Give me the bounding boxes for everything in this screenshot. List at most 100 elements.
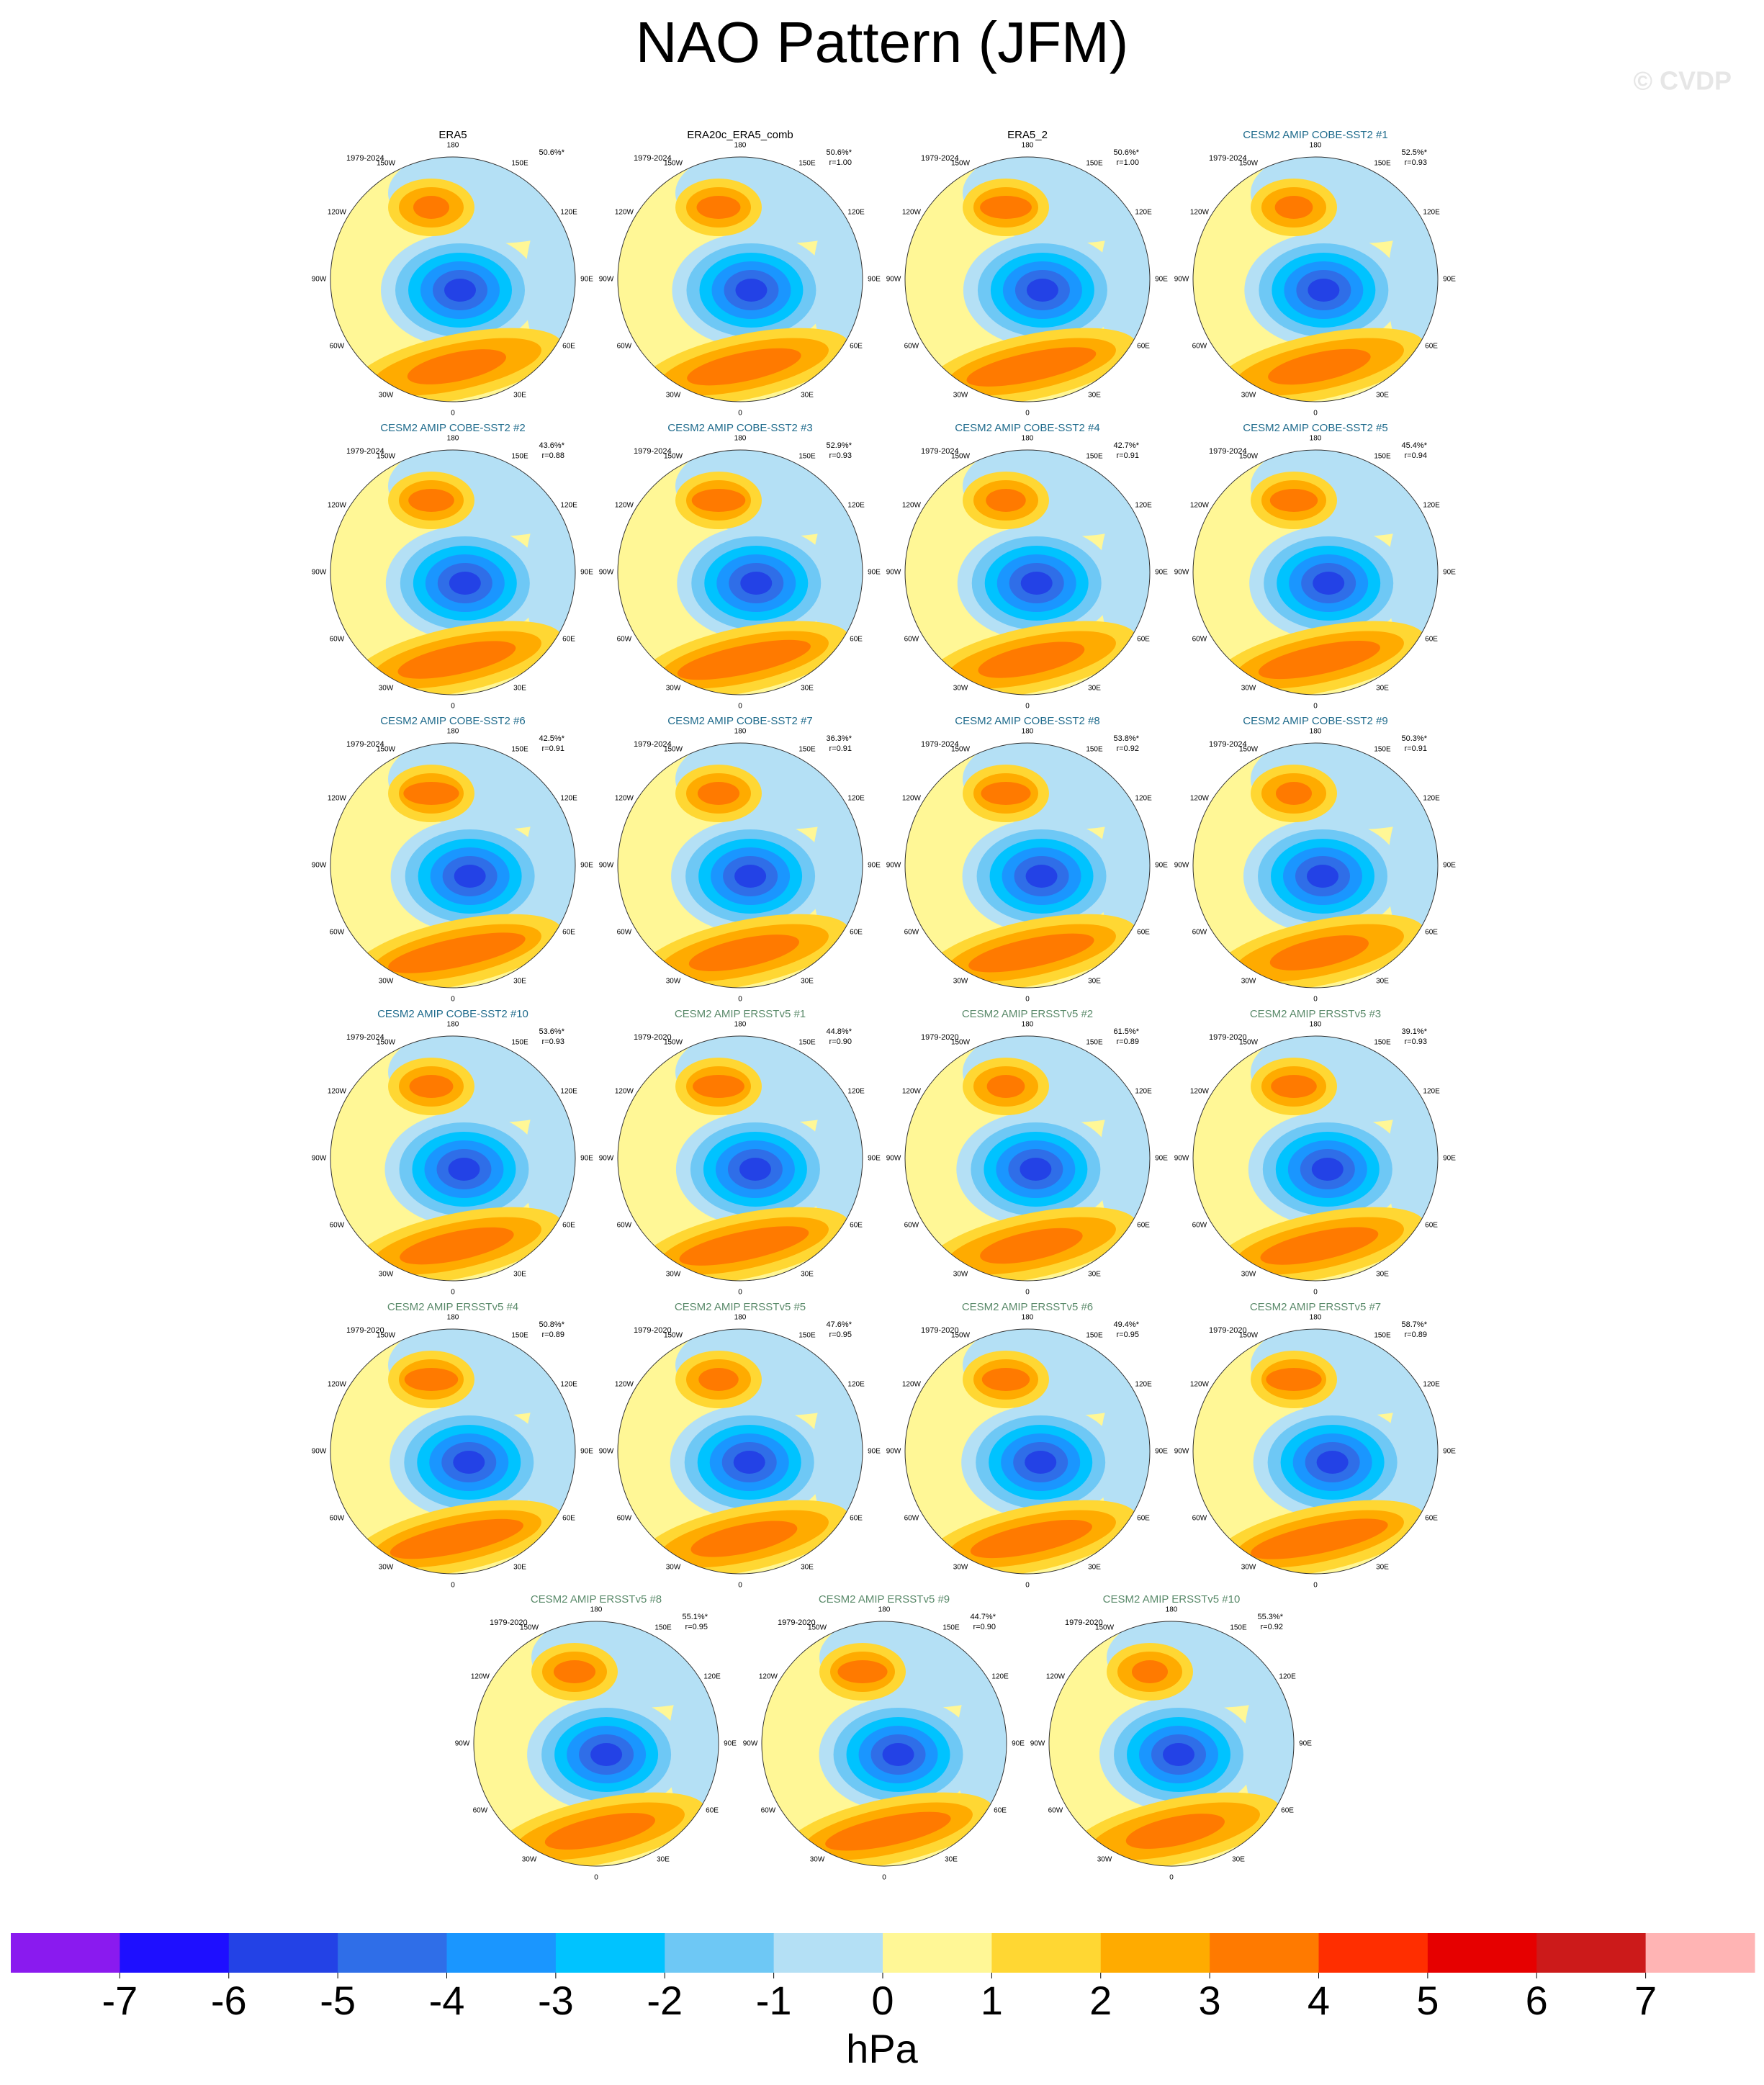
period-label: 1979-2024: [1209, 447, 1247, 456]
map-panel: ERA5 1979-2024 50.6%* 180 150E 120E 90E 60E 30E 0…: [312, 129, 594, 418]
colorbar-box: [446, 1933, 557, 1973]
panel-title: CESM2 AMIP ERSSTv5 #3: [1250, 1008, 1381, 1020]
high-contour: [688, 935, 799, 971]
light-blue-area: [525, 493, 575, 666]
map-panel: CESM2 AMIP COBE-SST2 #6 1979-2024 42.5%*r=…: [312, 715, 594, 1004]
colorbar-tick-label: 5: [1416, 1978, 1439, 2023]
map-panel: ERA20c_ERA5_comb 1979-2024 50.6%*r=1.00 180…: [599, 129, 881, 418]
longitude-label: 120W: [471, 1673, 490, 1681]
pacific-high: [1132, 1660, 1168, 1683]
longitude-label: 60E: [1137, 1515, 1150, 1523]
variance-label: 50.8%*: [539, 1320, 565, 1329]
low-contour: [734, 865, 767, 888]
period-label: 1979-2024: [1209, 154, 1247, 163]
longitude-label: 90E: [868, 569, 881, 577]
map-field: [1193, 157, 1438, 402]
period-label: 1979-2024: [634, 154, 672, 163]
pacific-high: [981, 782, 1031, 805]
longitude-label: 30W: [953, 392, 968, 400]
longitude-label: 60E: [1425, 636, 1438, 644]
map-panel: CESM2 AMIP ERSSTv5 #2 1979-2020 61.5%*r=0.…: [886, 1008, 1169, 1297]
pacific-high: [698, 1368, 739, 1391]
longitude-label: 60W: [904, 636, 919, 644]
longitude-label: 0: [1313, 703, 1318, 711]
pacific-high: [413, 196, 449, 219]
period-label: 1979-2024: [921, 740, 959, 749]
longitude-label: 120E: [847, 795, 865, 803]
longitude-label: 90E: [868, 862, 881, 870]
map-border: [617, 742, 863, 989]
panel-title: CESM2 AMIP COBE-SST2 #9: [1243, 715, 1387, 727]
period-label: 1979-2024: [1209, 740, 1247, 749]
colorbar-box: [1318, 1933, 1428, 1973]
light-blue-area: [1099, 1372, 1150, 1545]
longitude-label: 30W: [953, 685, 968, 693]
longitude-label: 30E: [1376, 1271, 1389, 1279]
correlation-label: r=0.90: [829, 1037, 852, 1046]
low-contour: [1316, 1451, 1349, 1474]
map-field: [330, 157, 575, 402]
longitude-label: 90W: [1174, 276, 1189, 284]
longitude-label: 150E: [798, 1332, 816, 1340]
longitude-label: 60E: [850, 343, 863, 351]
map-border: [330, 1035, 576, 1282]
map-panel: ERA5_2 1979-2024 50.6%*r=1.00 180 150E 120E 90…: [886, 129, 1169, 418]
correlation-label: r=0.95: [1117, 1330, 1140, 1339]
longitude-label: 120E: [1423, 1088, 1440, 1096]
light-blue-area: [1387, 1079, 1438, 1252]
longitude-label: 60W: [330, 1515, 345, 1523]
low-contour: [444, 279, 476, 302]
longitude-label: 30E: [945, 1856, 958, 1864]
longitude-label: 30E: [1088, 392, 1101, 400]
high-contour: [980, 1228, 1083, 1264]
period-label: 1979-2020: [778, 1618, 816, 1627]
map-panel: CESM2 AMIP ERSSTv5 #4 1979-2020 50.8%*r=0.…: [312, 1301, 594, 1590]
longitude-label: 30W: [666, 392, 681, 400]
map-border: [904, 449, 1151, 695]
longitude-label: 120E: [1423, 795, 1440, 803]
longitude-label: 60E: [1137, 343, 1150, 351]
low-contour: [453, 1451, 485, 1474]
longitude-label: 90E: [580, 569, 593, 577]
light-blue-area: [1387, 786, 1438, 959]
longitude-label: 180: [447, 1021, 459, 1029]
longitude-label: 30E: [1376, 685, 1389, 693]
figure-title: NAO Pattern (JFM): [636, 10, 1129, 74]
longitude-label: 60E: [562, 1222, 575, 1230]
longitude-label: 120E: [560, 1381, 577, 1389]
map-field: [1193, 1329, 1438, 1574]
longitude-label: 30E: [1088, 978, 1101, 986]
longitude-label: 0: [451, 996, 455, 1004]
map-border: [617, 1035, 863, 1282]
longitude-label: 120E: [560, 795, 577, 803]
longitude-label: 30W: [379, 1564, 394, 1572]
colorbar-box: [555, 1933, 665, 1973]
longitude-label: 30E: [513, 1271, 526, 1279]
longitude-label: 150E: [798, 1039, 816, 1047]
longitude-label: 90E: [1299, 1740, 1312, 1748]
low-contour: [739, 1158, 771, 1181]
longitude-label: 150E: [942, 1624, 960, 1632]
longitude-label: 150E: [1086, 1332, 1103, 1340]
correlation-label: r=0.89: [1117, 1037, 1140, 1046]
longitude-label: 120E: [991, 1673, 1009, 1681]
longitude-label: 60E: [1425, 1515, 1438, 1523]
high-contour: [677, 639, 811, 680]
longitude-label: 90W: [1174, 1448, 1189, 1456]
longitude-label: 180: [447, 435, 459, 443]
longitude-label: 180: [447, 728, 459, 736]
longitude-label: 150E: [1086, 160, 1103, 168]
map-field: [762, 1621, 1007, 1866]
longitude-label: 90W: [886, 862, 901, 870]
longitude-label: 60E: [994, 1807, 1007, 1815]
longitude-label: 150W: [951, 746, 971, 754]
longitude-label: 30E: [1232, 1856, 1245, 1864]
colorbar-tick-label: -5: [320, 1978, 356, 2023]
longitude-label: 120W: [902, 1381, 922, 1389]
longitude-label: 30E: [513, 685, 526, 693]
light-blue-area: [1387, 493, 1438, 666]
longitude-label: 30E: [513, 1564, 526, 1572]
map-field: [618, 743, 863, 988]
period-label: 1979-2024: [921, 154, 959, 163]
colorbar-box: [228, 1933, 338, 1973]
